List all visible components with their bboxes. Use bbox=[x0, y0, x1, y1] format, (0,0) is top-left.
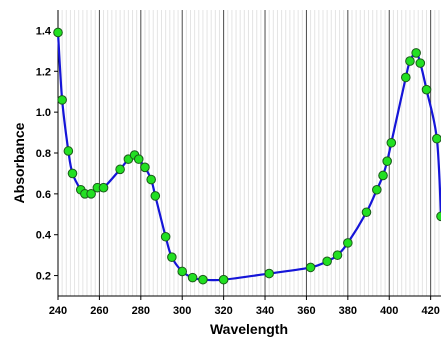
y-tick-label: 0.8 bbox=[36, 148, 51, 160]
x-tick-label: 380 bbox=[339, 305, 357, 317]
y-axis-title: Absorbance bbox=[11, 122, 27, 203]
data-point bbox=[264, 268, 274, 279]
x-tick-label: 360 bbox=[297, 305, 315, 317]
y-tick-label: 1.2 bbox=[36, 66, 51, 78]
data-point bbox=[372, 184, 382, 195]
data-point bbox=[436, 211, 441, 222]
data-point bbox=[432, 133, 441, 144]
x-tick-label: 300 bbox=[173, 305, 191, 317]
x-tick-label: 320 bbox=[214, 305, 232, 317]
data-point bbox=[386, 137, 397, 148]
x-tick-label: 420 bbox=[421, 305, 439, 317]
series bbox=[53, 27, 441, 285]
data-point bbox=[146, 174, 156, 185]
axes bbox=[57, 10, 441, 297]
data-point bbox=[187, 272, 198, 283]
data-point bbox=[167, 252, 177, 262]
x-axis-title: Wavelength bbox=[210, 321, 288, 337]
data-point bbox=[405, 56, 415, 66]
y-tick-labels: 0.2 0.4 0.6 0.8 1.0 1.2 1.4 bbox=[36, 25, 58, 283]
x-tick-label: 260 bbox=[90, 305, 108, 317]
data-point bbox=[150, 191, 161, 201]
data-point bbox=[98, 182, 109, 193]
data-point bbox=[140, 162, 150, 173]
x-tick-label: 400 bbox=[380, 305, 398, 317]
x-tick-label: 240 bbox=[49, 305, 67, 317]
data-point bbox=[160, 231, 171, 242]
data-point bbox=[177, 266, 188, 277]
grid bbox=[61, 10, 440, 296]
x-tick-labels: 240 260 280 300 320 340 360 380 400 420 bbox=[49, 296, 440, 317]
y-tick-label: 0.2 bbox=[36, 271, 51, 283]
data-point bbox=[401, 72, 411, 83]
data-point bbox=[322, 256, 332, 267]
data-point bbox=[53, 27, 63, 38]
absorbance-line bbox=[56, 32, 441, 282]
data-point bbox=[198, 274, 208, 285]
data-point bbox=[382, 156, 392, 166]
y-tick-label: 1.4 bbox=[36, 25, 52, 37]
data-point bbox=[67, 168, 78, 179]
data-point bbox=[133, 154, 144, 164]
y-tick-label: 0.6 bbox=[36, 189, 51, 201]
data-point bbox=[57, 95, 67, 105]
data-point bbox=[332, 250, 343, 260]
y-tick-label: 0.4 bbox=[36, 230, 52, 242]
data-point bbox=[218, 274, 229, 285]
data-point bbox=[361, 207, 372, 218]
data-point bbox=[343, 238, 353, 248]
data-point bbox=[378, 170, 388, 181]
data-point bbox=[415, 58, 426, 68]
data-point bbox=[86, 189, 96, 199]
data-point bbox=[305, 262, 316, 273]
x-tick-label: 280 bbox=[132, 305, 150, 317]
data-point bbox=[411, 48, 421, 58]
data-point bbox=[63, 146, 74, 156]
y-tick-label: 1.0 bbox=[36, 107, 51, 119]
data-point bbox=[421, 84, 432, 95]
x-tick-label: 340 bbox=[256, 305, 274, 317]
data-point bbox=[115, 164, 125, 175]
